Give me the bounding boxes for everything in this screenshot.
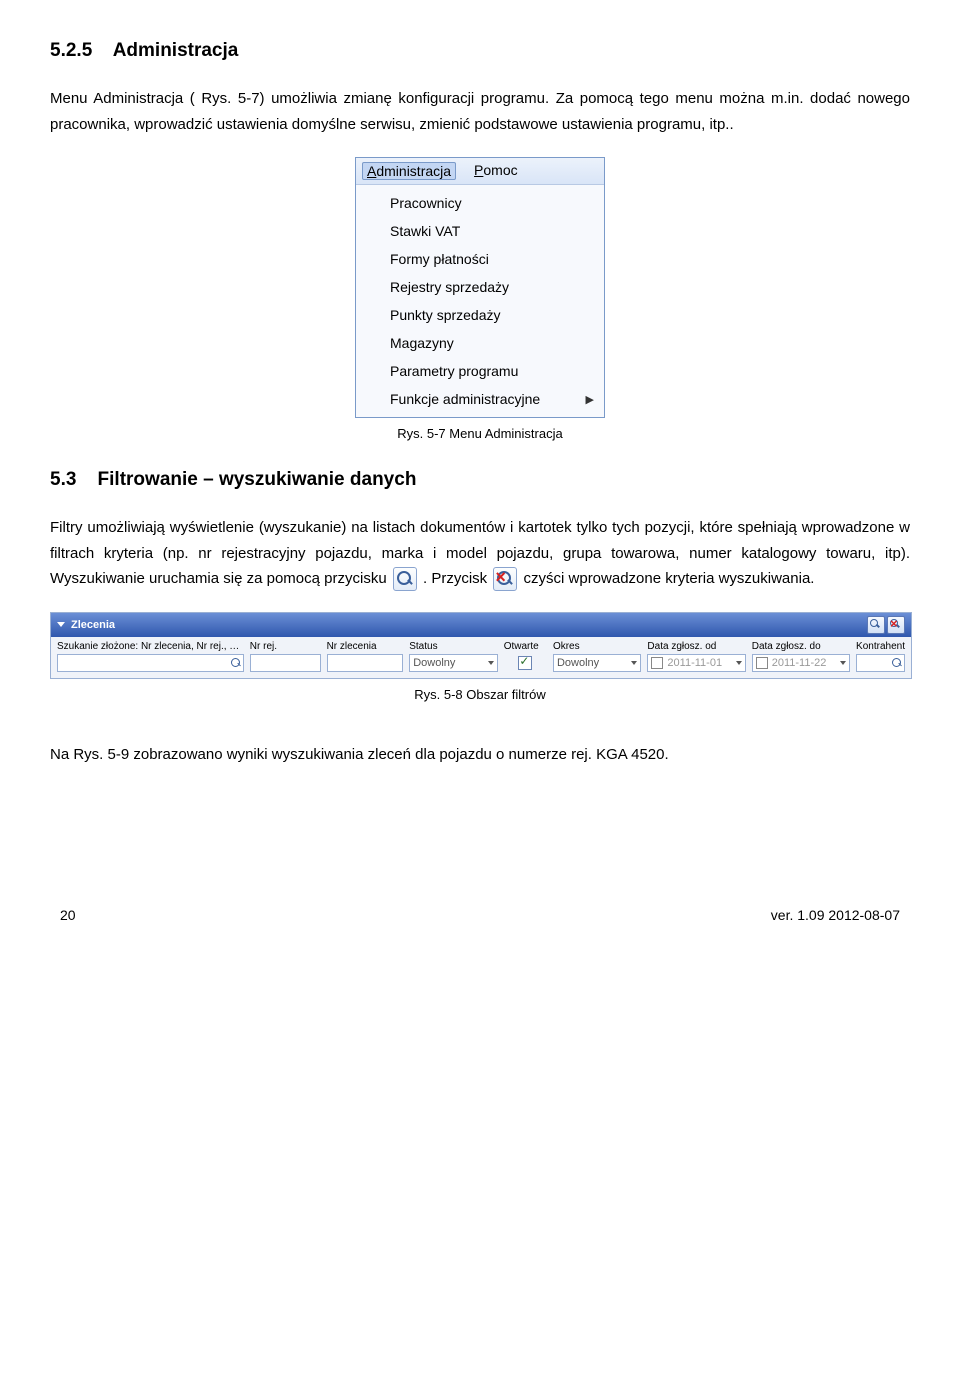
col-okres: Okres Dowolny [553, 641, 641, 672]
menu-item-punkty-sprzedazy[interactable]: Punkty sprzedaży [356, 301, 604, 329]
kontrahent-input[interactable] [856, 654, 905, 672]
collapse-icon[interactable] [57, 622, 65, 627]
magnifier-icon [892, 658, 901, 667]
search-button[interactable] [393, 567, 417, 591]
menubar-administracja[interactable]: Administracja [362, 162, 456, 180]
okres-select[interactable]: Dowolny [553, 654, 641, 672]
filterbar-body: Szukanie złożone: Nr zlecenia, Nr rej., … [51, 637, 911, 678]
menu-item-rejestry-sprzedazy[interactable]: Rejestry sprzedaży [356, 273, 604, 301]
col-otwarte: Otwarte [504, 641, 547, 672]
date-do-input[interactable]: 2011-11-22 [752, 654, 850, 672]
heading-5-2-5: 5.2.5 Administracja [50, 40, 910, 62]
nrrej-input[interactable] [250, 654, 321, 672]
caption-5-7: Rys. 5-7 Menu Administracja [50, 426, 910, 441]
heading-title: Filtrowanie – wyszukiwanie danych [98, 469, 417, 490]
col-kontrahent: Kontrahent [856, 641, 905, 672]
col-search: Szukanie złożone: Nr zlecenia, Nr rej., … [57, 641, 244, 672]
dropdown-icon [488, 661, 494, 665]
search-input[interactable] [57, 654, 244, 672]
heading-num: 5.3 [50, 469, 76, 490]
col-data-od: Data zgłosz. od 2011-11-01 [647, 641, 745, 672]
filterbar-titlebar: Zlecenia × [51, 613, 911, 637]
titlebar-search-button[interactable] [867, 616, 885, 634]
filterbar-screenshot: Zlecenia × Szukanie złożone: Nr zlecenia… [50, 612, 912, 679]
menubar-pomoc[interactable]: Pomoc [474, 162, 518, 180]
col-data-do: Data zgłosz. do 2011-11-22 [752, 641, 850, 672]
para-5-2-5: Menu Administracja ( Rys. 5-7) umożliwia… [50, 86, 910, 137]
clear-button[interactable]: × [493, 567, 517, 591]
filterbar-title-left: Zlecenia [57, 619, 115, 631]
menu-screenshot: Administracja Pomoc Pracownicy Stawki VA… [355, 157, 605, 418]
status-select[interactable]: Dowolny [409, 654, 497, 672]
menu-item-formy-platnosci[interactable]: Formy płatności [356, 245, 604, 273]
menu-item-parametry-programu[interactable]: Parametry programu [356, 357, 604, 385]
magnifier-icon [870, 619, 878, 627]
clear-x-icon: × [890, 616, 898, 632]
titlebar-clear-button[interactable]: × [887, 616, 905, 634]
heading-title: Administracja [113, 40, 239, 61]
dropdown-icon [736, 661, 742, 665]
date-enable-checkbox[interactable] [651, 657, 663, 669]
para-post: Na Rys. 5-9 zobrazowano wyniki wyszukiwa… [50, 742, 910, 768]
date-od-input[interactable]: 2011-11-01 [647, 654, 745, 672]
page-footer: 20 ver. 1.09 2012-08-07 [50, 907, 910, 923]
heading-5-3: 5.3 Filtrowanie – wyszukiwanie danych [50, 469, 910, 491]
heading-num: 5.2.5 [50, 40, 92, 61]
magnifier-icon [397, 571, 411, 585]
version-date: ver. 1.09 2012-08-07 [771, 907, 900, 923]
menu-item-pracownicy[interactable]: Pracownicy [356, 189, 604, 217]
page-number: 20 [60, 907, 76, 923]
nrzlec-input[interactable] [327, 654, 404, 672]
col-status: Status Dowolny [409, 641, 497, 672]
dropdown-icon [631, 661, 637, 665]
magnifier-icon [231, 658, 240, 667]
dropdown-icon [840, 661, 846, 665]
dropdown-menu: Pracownicy Stawki VAT Formy płatności Re… [356, 185, 604, 417]
otwarte-checkbox[interactable] [518, 656, 532, 670]
menu-bar: Administracja Pomoc [356, 158, 604, 185]
filterbar-title: Zlecenia [71, 619, 115, 631]
menu-item-stawki-vat[interactable]: Stawki VAT [356, 217, 604, 245]
caption-5-8: Rys. 5-8 Obszar filtrów [50, 687, 910, 702]
para-5-3: Filtry umożliwiają wyświetlenie (wyszuka… [50, 515, 910, 592]
clear-x-icon: × [495, 566, 506, 588]
menu-item-funkcje-admin[interactable]: Funkcje administracyjne ▶ [356, 385, 604, 413]
col-nrzlec: Nr zlecenia [327, 641, 404, 672]
filterbar-title-right: × [867, 616, 905, 634]
submenu-arrow-icon: ▶ [586, 393, 594, 406]
date-enable-checkbox[interactable] [756, 657, 768, 669]
col-nrrej: Nr rej. [250, 641, 321, 672]
menu-item-magazyny[interactable]: Magazyny [356, 329, 604, 357]
